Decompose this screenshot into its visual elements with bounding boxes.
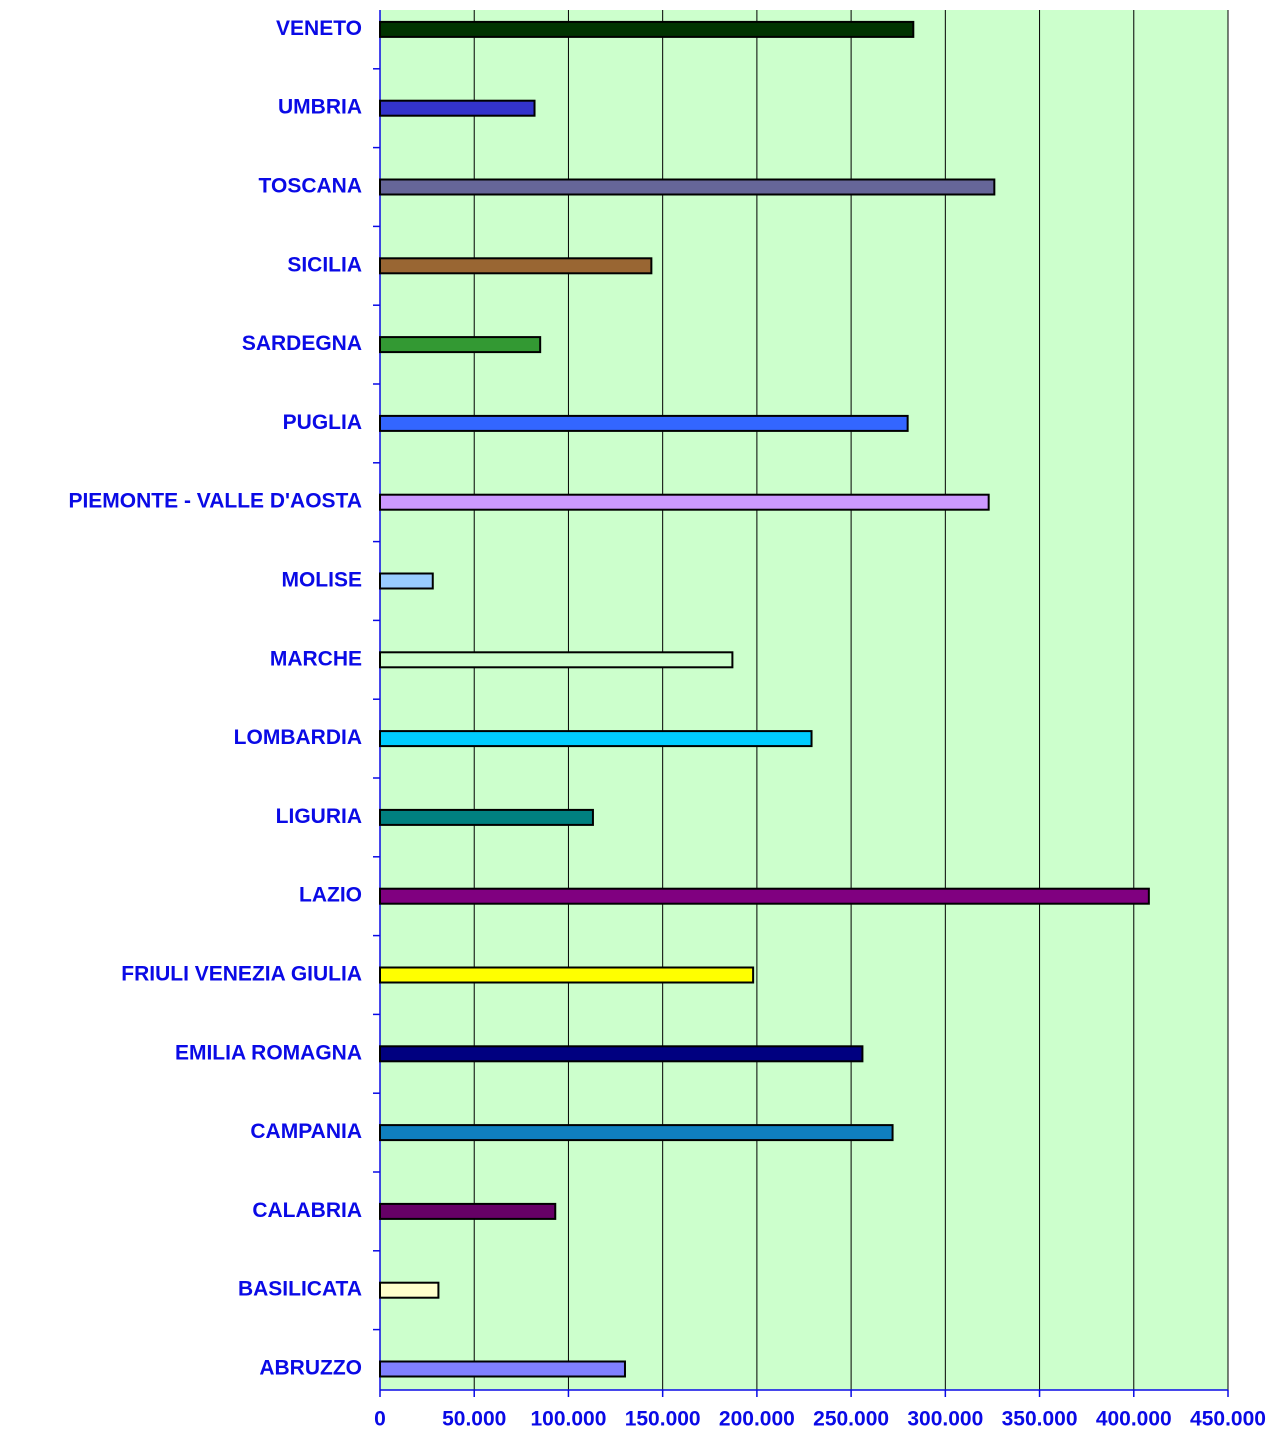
- bar: [379, 730, 813, 748]
- x-tick-label: 400.000: [1096, 1408, 1172, 1431]
- y-tick-label: MOLISE: [281, 569, 362, 592]
- x-tick-label: 0: [374, 1408, 386, 1431]
- bar: [379, 966, 755, 984]
- y-tick-label: ABRUZZO: [259, 1357, 362, 1380]
- y-tick-label: SARDEGNA: [242, 332, 362, 355]
- bar: [379, 1124, 894, 1142]
- bar: [379, 493, 990, 511]
- x-tick-label: 300.000: [907, 1408, 983, 1431]
- y-tick-label: EMILIA ROMAGNA: [175, 1041, 362, 1064]
- y-tick-label: PIEMONTE - VALLE D'AOSTA: [68, 490, 362, 513]
- bar: [379, 336, 542, 354]
- y-tick-label: MARCHE: [270, 647, 362, 670]
- y-tick-label: LOMBARDIA: [234, 726, 362, 749]
- x-tick-label: 100.000: [530, 1408, 606, 1431]
- bar: [379, 1202, 557, 1220]
- bar: [379, 414, 909, 432]
- y-tick-label: LAZIO: [299, 884, 362, 907]
- x-tick-label: 150.000: [625, 1408, 701, 1431]
- bar: [379, 808, 594, 826]
- y-tick-label: SICILIA: [287, 253, 362, 276]
- bar: [379, 1360, 626, 1378]
- x-tick-label: 200.000: [719, 1408, 795, 1431]
- bar: [379, 1045, 864, 1063]
- bar: [379, 178, 996, 196]
- bar: [379, 651, 734, 669]
- plot-area: [380, 10, 1228, 1390]
- x-tick-label: 350.000: [1002, 1408, 1078, 1431]
- y-tick-label: BASILICATA: [238, 1278, 362, 1301]
- bar: [379, 887, 1150, 905]
- bar: [379, 257, 653, 275]
- y-tick-label: FRIULI VENEZIA GIULIA: [121, 963, 362, 986]
- bar: [379, 20, 915, 38]
- bar: [379, 99, 536, 117]
- x-tick-label: 450.000: [1190, 1408, 1266, 1431]
- bar: [379, 1281, 440, 1299]
- y-tick-label: CAMPANIA: [250, 1120, 362, 1143]
- y-tick-label: CALABRIA: [252, 1199, 362, 1222]
- y-tick-label: UMBRIA: [278, 96, 362, 119]
- y-tick-label: VENETO: [276, 17, 362, 40]
- y-tick-label: LIGURIA: [276, 805, 362, 828]
- y-tick-label: TOSCANA: [259, 175, 362, 198]
- y-tick-label: PUGLIA: [283, 411, 362, 434]
- bar: [379, 572, 434, 590]
- x-tick-label: 50.000: [442, 1408, 506, 1431]
- x-tick-label: 250.000: [813, 1408, 889, 1431]
